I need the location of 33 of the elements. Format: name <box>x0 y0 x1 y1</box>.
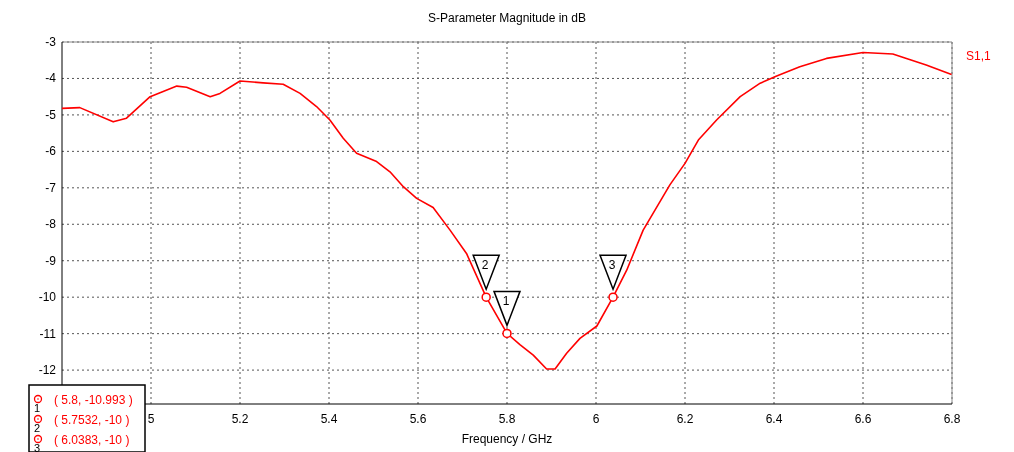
x-tick-label: 6.2 <box>676 412 694 426</box>
annotation: ( 5.8, -10.993 ) <box>54 393 133 407</box>
y-tick-label: -10 <box>38 290 57 305</box>
y-tick-label: -7 <box>45 180 57 195</box>
x-tick-label: 5.4 <box>320 412 338 426</box>
annotation: 2 <box>481 258 489 273</box>
x-tick-label: 5.6 <box>409 412 427 426</box>
text: 3 <box>33 442 41 452</box>
x-tick-label: 6 <box>592 412 600 426</box>
text: 2 <box>33 422 41 434</box>
y-tick-label: -12 <box>38 363 57 378</box>
annotation: 3 <box>608 258 616 273</box>
line-series <box>61 51 953 370</box>
x-axis-title: Frequency / GHz <box>461 432 553 446</box>
annotation: 1 <box>502 294 510 309</box>
x-tick-label: 6.4 <box>765 412 783 426</box>
y-tick-label: -3 <box>45 35 57 49</box>
y-tick-label: -6 <box>45 144 57 159</box>
x-tick-label: 6.8 <box>943 412 961 426</box>
y-tick-label: -9 <box>45 253 57 268</box>
y-tick-label: -11 <box>39 326 57 341</box>
text: 1 <box>33 402 41 414</box>
y-tick-label: -8 <box>45 217 57 232</box>
text: ( 5.7532, -10 ) <box>54 413 130 427</box>
x-tick-label: 5 <box>147 412 155 426</box>
x-tick-label: 6.6 <box>854 412 872 426</box>
series-label: S1,1 <box>966 49 992 63</box>
chart-title: S-Parameter Magnitude in dB <box>427 11 587 25</box>
text: ( 6.0383, -10 ) <box>54 433 130 447</box>
y-tick-label: -5 <box>45 107 57 122</box>
x-tick-label: 5.2 <box>231 412 249 426</box>
y-tick-label: -4 <box>45 71 57 86</box>
x-tick-label: 5.8 <box>498 412 516 426</box>
